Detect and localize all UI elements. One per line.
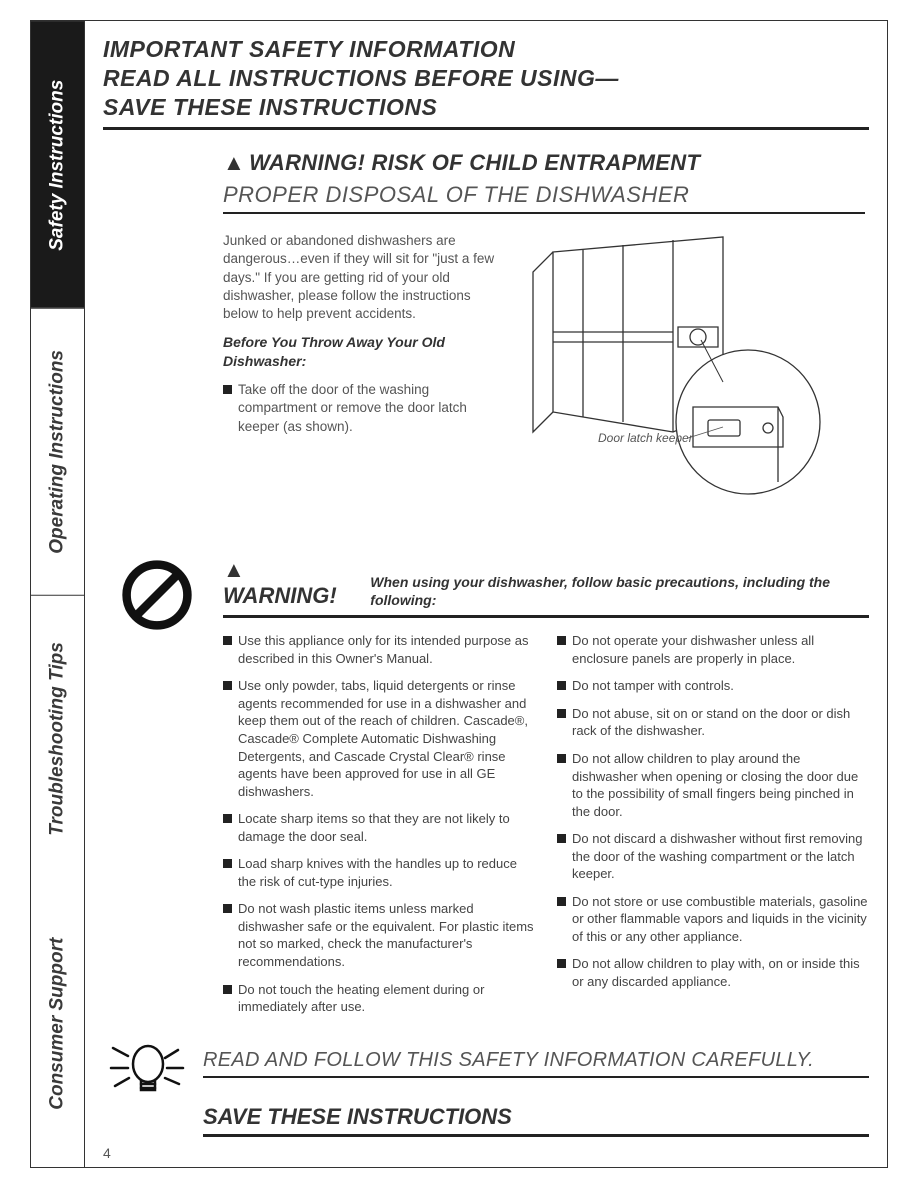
footer-save-line: SAVE THESE INSTRUCTIONS bbox=[203, 1104, 869, 1137]
sidebar-tabs: Safety Instructions Operating Instructio… bbox=[31, 21, 85, 1167]
section-disposal: ▲WARNING! RISK OF CHILD ENTRAPMENT PROPE… bbox=[223, 150, 865, 517]
prohibition-icon bbox=[119, 557, 195, 633]
list-item: Do not store or use combustible material… bbox=[557, 893, 869, 946]
before-throw-heading: Before You Throw Away Your Old Dishwashe… bbox=[223, 333, 503, 371]
warning-heading: ▲WARNING! RISK OF CHILD ENTRAPMENT bbox=[223, 150, 865, 176]
list-item: Do not touch the heating element during … bbox=[223, 981, 535, 1016]
title-line3: SAVE THESE INSTRUCTIONS bbox=[103, 94, 437, 120]
bullet-square-icon bbox=[223, 385, 232, 394]
disposal-bullet: Take off the door of the washing compart… bbox=[223, 381, 503, 436]
bullet-square-icon bbox=[557, 636, 566, 645]
bullet-square-icon bbox=[223, 859, 232, 868]
warning2-text: When using your dishwasher, follow basic… bbox=[370, 573, 869, 609]
precautions-right: Do not operate your dishwasher unless al… bbox=[557, 632, 869, 1025]
warning2-header: ▲ WARNING! When using your dishwasher, f… bbox=[223, 557, 869, 618]
list-item: Do not wash plastic items unless marked … bbox=[223, 900, 535, 970]
disposal-text: Junked or abandoned dishwashers are dang… bbox=[223, 232, 503, 517]
dishwasher-svg: Door latch keeper bbox=[523, 232, 823, 512]
precautions-left: Use this appliance only for its intended… bbox=[223, 632, 535, 1025]
list-item: Use only powder, tabs, liquid detergents… bbox=[223, 677, 535, 800]
bullet-square-icon bbox=[223, 681, 232, 690]
dishwasher-diagram: Door latch keeper bbox=[523, 232, 865, 517]
tab-consumer-support[interactable]: Consumer Support bbox=[31, 881, 84, 1167]
list-item: Do not discard a dishwasher without firs… bbox=[557, 830, 869, 883]
bullet-square-icon bbox=[557, 754, 566, 763]
diagram-label: Door latch keeper bbox=[598, 431, 694, 445]
section-precautions: ▲ WARNING! When using your dishwasher, f… bbox=[103, 557, 869, 1025]
page-title: IMPORTANT SAFETY INFORMATION READ ALL IN… bbox=[103, 35, 869, 130]
bullet-square-icon bbox=[223, 904, 232, 913]
list-item: Load sharp knives with the handles up to… bbox=[223, 855, 535, 890]
disposal-subheading: PROPER DISPOSAL OF THE DISHWASHER bbox=[223, 182, 865, 214]
tab-safety-instructions[interactable]: Safety Instructions bbox=[31, 21, 84, 308]
lightbulb-icon bbox=[103, 1028, 193, 1098]
list-item: Do not allow children to play with, on o… bbox=[557, 955, 869, 990]
disposal-body: Junked or abandoned dishwashers are dang… bbox=[223, 232, 865, 517]
bullet-square-icon bbox=[557, 709, 566, 718]
bullet-square-icon bbox=[557, 897, 566, 906]
list-item: Do not allow children to play around the… bbox=[557, 750, 869, 820]
list-item: Do not operate your dishwasher unless al… bbox=[557, 632, 869, 667]
bullet-square-icon bbox=[223, 814, 232, 823]
page-content: IMPORTANT SAFETY INFORMATION READ ALL IN… bbox=[85, 21, 887, 1167]
warning-triangle-icon: ▲ bbox=[223, 557, 245, 582]
manual-page: Safety Instructions Operating Instructio… bbox=[30, 20, 888, 1168]
bullet-square-icon bbox=[557, 834, 566, 843]
page-number: 4 bbox=[103, 1145, 111, 1161]
bullet-square-icon bbox=[557, 681, 566, 690]
footer-read-line: READ AND FOLLOW THIS SAFETY INFORMATION … bbox=[203, 1049, 869, 1078]
bullet-square-icon bbox=[557, 959, 566, 968]
precautions-columns: Use this appliance only for its intended… bbox=[223, 632, 869, 1025]
warning-heading-text: WARNING! RISK OF CHILD ENTRAPMENT bbox=[249, 150, 700, 175]
list-item: Do not abuse, sit on or stand on the doo… bbox=[557, 705, 869, 740]
list-item: Do not tamper with controls. bbox=[557, 677, 869, 695]
warning-triangle-icon: ▲ bbox=[223, 150, 245, 175]
footer: READ AND FOLLOW THIS SAFETY INFORMATION … bbox=[103, 1028, 869, 1137]
tab-operating-instructions[interactable]: Operating Instructions bbox=[31, 308, 84, 595]
disposal-bullet-text: Take off the door of the washing compart… bbox=[238, 381, 503, 436]
title-line2: READ ALL INSTRUCTIONS BEFORE USING— bbox=[103, 65, 619, 91]
footer-row: READ AND FOLLOW THIS SAFETY INFORMATION … bbox=[103, 1028, 869, 1098]
bullet-square-icon bbox=[223, 985, 232, 994]
list-item: Locate sharp items so that they are not … bbox=[223, 810, 535, 845]
bullet-square-icon bbox=[223, 636, 232, 645]
list-item: Use this appliance only for its intended… bbox=[223, 632, 535, 667]
title-line1: IMPORTANT SAFETY INFORMATION bbox=[103, 36, 515, 62]
tab-troubleshooting-tips[interactable]: Troubleshooting Tips bbox=[31, 595, 84, 882]
disposal-intro: Junked or abandoned dishwashers are dang… bbox=[223, 232, 503, 323]
warning2-label: ▲ WARNING! bbox=[223, 557, 356, 609]
